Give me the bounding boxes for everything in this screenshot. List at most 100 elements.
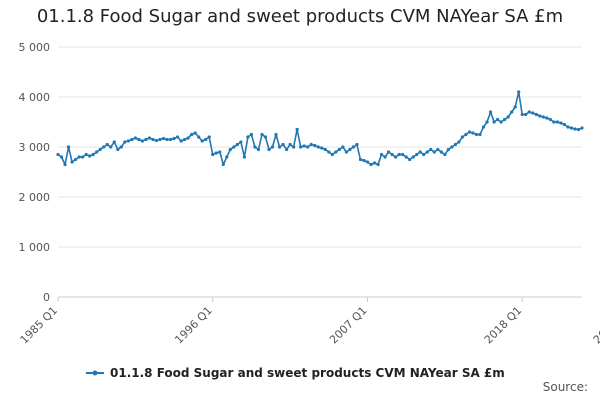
data-point[interactable] [59, 155, 64, 159]
data-point[interactable] [116, 147, 120, 152]
data-point[interactable] [534, 112, 538, 117]
data-point[interactable] [267, 147, 271, 152]
data-point[interactable] [478, 132, 482, 137]
data-point[interactable] [190, 132, 194, 137]
data-point[interactable] [555, 120, 559, 124]
data-point[interactable] [197, 135, 201, 139]
data-point[interactable] [91, 152, 95, 157]
data-point[interactable] [84, 152, 88, 157]
data-point[interactable] [183, 137, 187, 142]
data-point[interactable] [527, 110, 531, 114]
data-point[interactable] [260, 132, 264, 137]
data-point[interactable] [552, 120, 556, 124]
data-point[interactable] [457, 140, 461, 144]
data-point[interactable] [172, 136, 176, 141]
data-point[interactable] [88, 154, 92, 158]
legend[interactable]: 01.1.8 Food Sugar and sweet products CVM… [86, 366, 505, 380]
data-point[interactable] [295, 127, 299, 132]
data-point[interactable] [179, 139, 183, 143]
data-point[interactable] [316, 145, 320, 149]
data-point[interactable] [253, 145, 257, 149]
data-point[interactable] [474, 132, 479, 137]
data-point[interactable] [281, 142, 285, 147]
data-point[interactable] [351, 145, 356, 149]
data-point[interactable] [309, 142, 313, 147]
data-point[interactable] [383, 155, 387, 159]
data-point[interactable] [73, 157, 78, 162]
data-point[interactable] [559, 121, 563, 125]
data-point[interactable] [204, 137, 208, 142]
data-point[interactable] [573, 127, 577, 131]
data-point[interactable] [263, 135, 268, 139]
data-point[interactable] [56, 152, 60, 157]
data-point[interactable] [228, 147, 232, 152]
data-point[interactable] [284, 147, 289, 152]
data-point[interactable] [499, 120, 503, 124]
data-point[interactable] [154, 138, 159, 143]
data-point[interactable] [344, 150, 348, 154]
data-point[interactable] [513, 105, 517, 109]
data-point[interactable] [503, 117, 507, 122]
data-point[interactable] [481, 125, 486, 129]
data-point[interactable] [133, 136, 137, 140]
data-point[interactable] [429, 147, 433, 152]
data-point[interactable] [126, 139, 130, 143]
data-point[interactable] [270, 145, 275, 149]
data-point[interactable] [175, 135, 180, 139]
data-point[interactable] [151, 137, 155, 142]
data-point[interactable] [313, 143, 317, 148]
data-point[interactable] [70, 160, 74, 164]
data-point[interactable] [165, 137, 169, 142]
data-point[interactable] [186, 136, 190, 140]
data-point[interactable] [362, 158, 366, 163]
data-point[interactable] [464, 132, 468, 137]
data-point[interactable] [348, 147, 352, 152]
data-point[interactable] [545, 116, 549, 120]
data-point[interactable] [140, 139, 145, 143]
data-point[interactable] [569, 126, 574, 130]
data-point[interactable] [453, 142, 457, 147]
data-point[interactable] [576, 127, 581, 132]
data-point[interactable] [218, 150, 222, 154]
data-point[interactable] [467, 130, 472, 134]
data-point[interactable] [566, 125, 570, 129]
data-point[interactable] [123, 140, 127, 144]
data-point[interactable] [95, 150, 99, 154]
data-point[interactable] [274, 132, 278, 137]
data-point[interactable] [158, 137, 162, 142]
data-point[interactable] [168, 137, 173, 142]
data-point[interactable] [232, 145, 236, 149]
data-point[interactable] [358, 157, 363, 162]
data-point[interactable] [495, 117, 500, 122]
data-point[interactable] [562, 122, 567, 127]
data-point[interactable] [299, 145, 303, 149]
data-point[interactable] [386, 150, 391, 154]
data-point[interactable] [372, 161, 377, 165]
data-point[interactable] [147, 136, 152, 140]
data-point[interactable] [397, 152, 401, 157]
data-point[interactable] [323, 147, 327, 152]
data-point[interactable] [112, 140, 116, 144]
data-point[interactable] [425, 150, 429, 154]
data-point[interactable] [422, 152, 426, 157]
data-point[interactable] [376, 162, 380, 167]
data-point[interactable] [330, 152, 334, 157]
data-point[interactable] [450, 145, 454, 149]
data-point[interactable] [302, 144, 306, 148]
data-point[interactable] [109, 145, 113, 149]
data-point[interactable] [411, 155, 415, 159]
data-point[interactable] [288, 142, 292, 147]
data-point[interactable] [538, 114, 542, 118]
data-point[interactable] [193, 131, 197, 135]
data-point[interactable] [531, 111, 535, 115]
data-point[interactable] [334, 150, 338, 154]
data-point[interactable] [517, 90, 521, 94]
data-point[interactable] [485, 120, 489, 124]
data-point[interactable] [460, 135, 465, 139]
data-point[interactable] [471, 131, 475, 135]
data-point[interactable] [249, 132, 254, 137]
data-point[interactable] [200, 139, 204, 143]
data-point[interactable] [415, 152, 419, 157]
data-point[interactable] [327, 150, 331, 154]
data-point[interactable] [341, 145, 345, 149]
